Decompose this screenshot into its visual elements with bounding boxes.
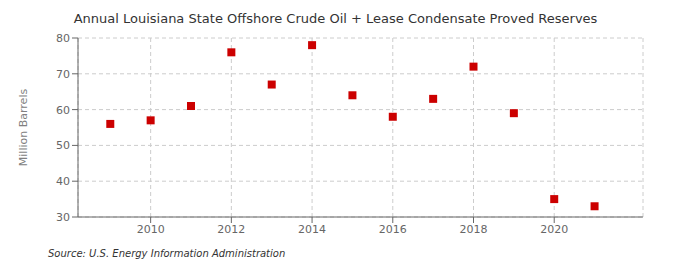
html-text:Source: U.S. Energy Informatio: Source: U.S. Energy Information Administ… [48,248,286,259]
svg-text:2018: 2018 [460,223,488,236]
svg-text:2020: 2020 [540,223,568,236]
svg-text:2010: 2010 [137,223,165,236]
svg-text:30: 30 [56,211,70,224]
svg-text:2014: 2014 [298,223,326,236]
svg-text:40: 40 [56,175,70,188]
svg-text:70: 70 [56,68,70,81]
svg-text:80: 80 [56,32,70,45]
svg-text:2012: 2012 [217,223,245,236]
svg-text:60: 60 [56,104,70,117]
html-text:Annual Louisiana State Offshor: Annual Louisiana State Offshore Crude Oi… [73,11,598,26]
svg-text:50: 50 [56,139,70,152]
svg-text:2016: 2016 [379,223,407,236]
svg-text:Million Barrels: Million Barrels [17,89,30,167]
